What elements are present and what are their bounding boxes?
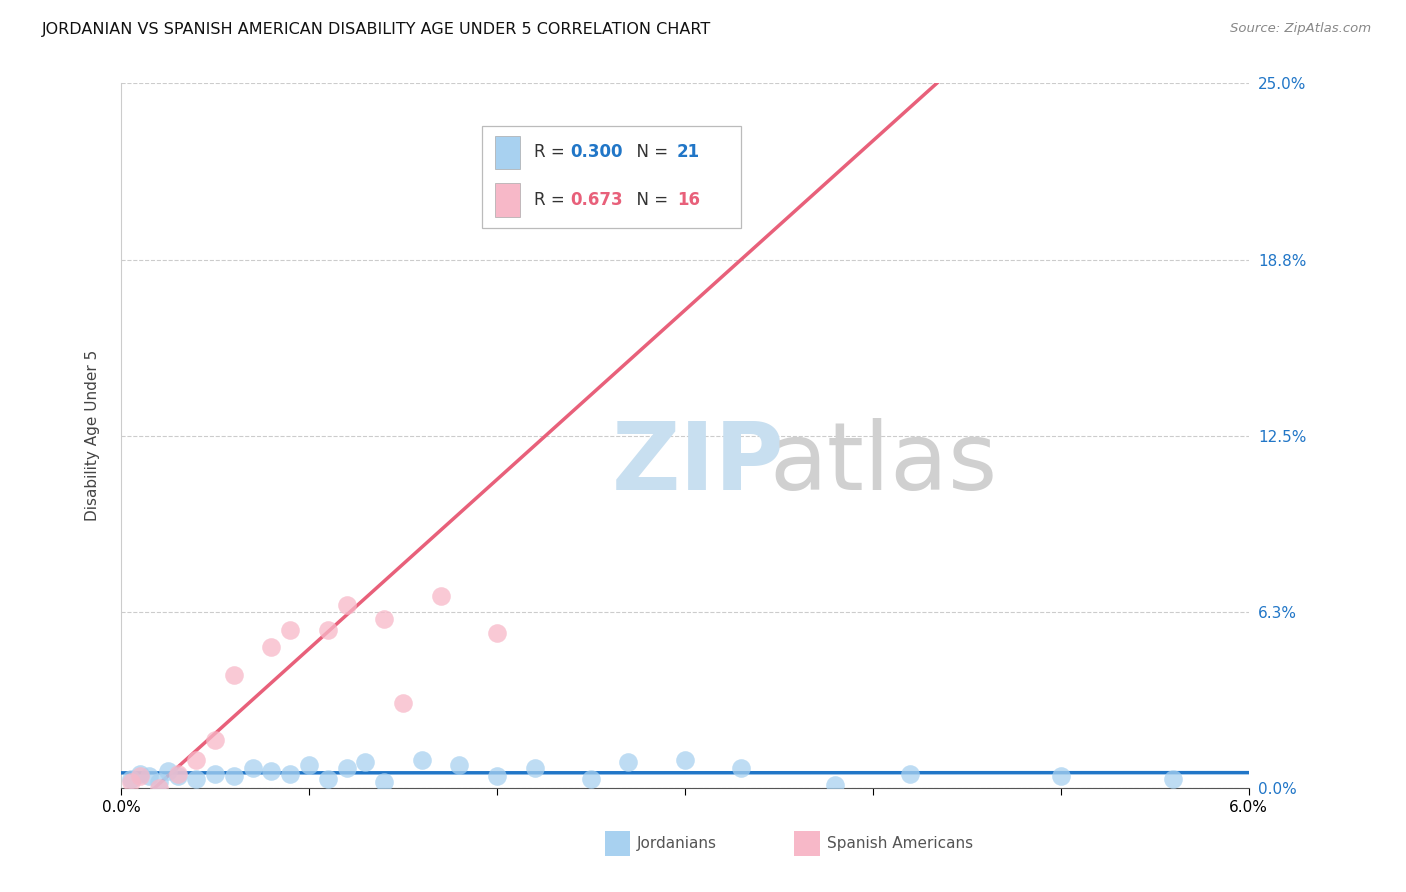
Point [278,623,301,637]
Point [373,775,395,789]
Point [336,761,359,775]
Point [1163,772,1185,787]
Point [411,753,433,767]
Point [278,766,301,780]
Point [336,598,359,612]
Point [148,775,170,789]
FancyBboxPatch shape [495,183,520,217]
Text: Source: ZipAtlas.com: Source: ZipAtlas.com [1230,22,1371,36]
Point [485,625,508,640]
Point [129,766,152,780]
Point [186,772,208,787]
Point [260,640,283,654]
Text: R =: R = [534,144,569,161]
Text: atlas: atlas [769,417,998,509]
Point [204,766,226,780]
Point [166,769,188,783]
Text: Jordanians: Jordanians [637,837,717,851]
Point [617,756,640,770]
Point [730,761,752,775]
Point [204,732,226,747]
Point [120,772,142,787]
Point [316,772,339,787]
Y-axis label: Disability Age Under 5: Disability Age Under 5 [86,350,100,521]
Point [138,769,160,783]
Text: N =: N = [626,191,673,209]
Text: 21: 21 [676,144,700,161]
Point [242,761,264,775]
Text: R =: R = [534,191,569,209]
Point [485,769,508,783]
Point [579,772,602,787]
Point [186,753,208,767]
Text: JORDANIAN VS SPANISH AMERICAN DISABILITY AGE UNDER 5 CORRELATION CHART: JORDANIAN VS SPANISH AMERICAN DISABILITY… [42,22,711,37]
Point [298,758,321,772]
Point [129,769,152,783]
Point [523,761,546,775]
Point [429,589,451,603]
FancyBboxPatch shape [495,136,520,169]
Point [148,780,170,795]
Text: Spanish Americans: Spanish Americans [827,837,973,851]
Point [316,623,339,637]
Point [354,756,377,770]
Point [373,612,395,626]
Text: 16: 16 [676,191,700,209]
Point [166,766,188,780]
Text: N =: N = [626,144,673,161]
Point [673,753,696,767]
Point [157,764,180,778]
Text: ZIP: ZIP [612,417,785,509]
Point [222,769,245,783]
Point [120,775,142,789]
Point [222,668,245,682]
Point [392,696,415,710]
Text: 0.300: 0.300 [569,144,623,161]
Point [449,758,471,772]
FancyBboxPatch shape [482,126,741,227]
Point [824,778,846,792]
Point [1049,769,1071,783]
Point [898,766,921,780]
Point [561,161,583,175]
Text: 0.673: 0.673 [569,191,623,209]
Point [260,764,283,778]
